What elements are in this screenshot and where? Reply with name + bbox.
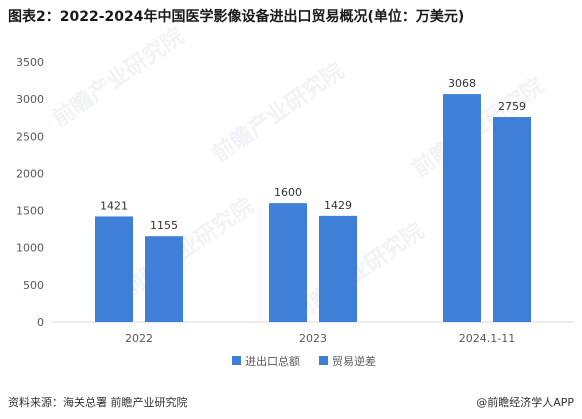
chart-title: 图表2：2022-2024年中国医学影像设备进出口贸易概况(单位：万美元) bbox=[8, 9, 465, 25]
y-tick-label: 500 bbox=[23, 279, 44, 292]
legend-label: 进出口总额 bbox=[245, 354, 300, 368]
source-note: 资料来源：海关总署 前瞻产业研究院 bbox=[8, 396, 188, 409]
data-label: 1155 bbox=[150, 219, 178, 232]
data-label: 1421 bbox=[100, 199, 128, 212]
bar bbox=[493, 117, 531, 322]
bar bbox=[269, 203, 307, 322]
x-tick-label: 2022 bbox=[125, 332, 153, 345]
x-tick-label: 2023 bbox=[299, 332, 327, 345]
data-label: 1600 bbox=[274, 186, 302, 199]
legend-swatch bbox=[232, 356, 241, 365]
y-tick-label: 3500 bbox=[16, 56, 44, 69]
data-label: 3068 bbox=[448, 77, 476, 90]
y-tick-label: 2000 bbox=[16, 167, 44, 180]
data-label: 1429 bbox=[324, 199, 352, 212]
legend-label: 贸易逆差 bbox=[332, 354, 376, 368]
bar bbox=[95, 216, 133, 322]
bar bbox=[145, 236, 183, 322]
bar bbox=[319, 215, 357, 322]
x-tick-label: 2024.1-11 bbox=[459, 332, 515, 345]
y-tick-label: 1500 bbox=[16, 205, 44, 218]
legend-swatch bbox=[319, 356, 328, 365]
bar bbox=[443, 94, 481, 322]
data-label: 2759 bbox=[498, 100, 526, 113]
y-tick-label: 2500 bbox=[16, 130, 44, 143]
y-tick-label: 3000 bbox=[16, 93, 44, 106]
y-tick-label: 1000 bbox=[16, 242, 44, 255]
y-tick-label: 0 bbox=[37, 316, 44, 329]
brand-credit: @前瞻经济学人APP bbox=[476, 396, 574, 409]
